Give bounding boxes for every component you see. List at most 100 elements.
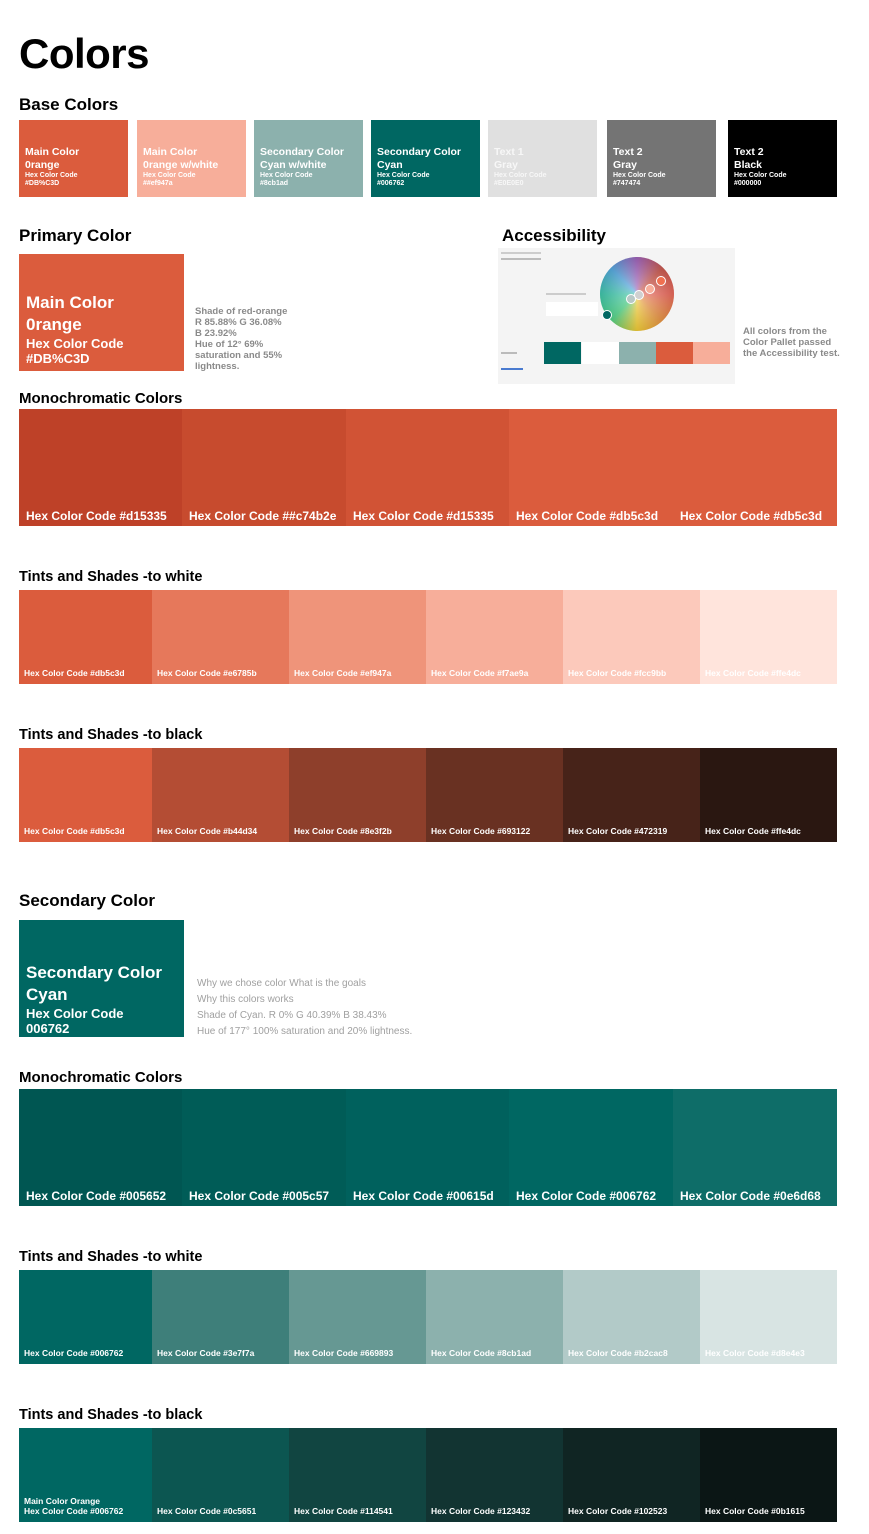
color-swatch: Hex Color Code #006762 xyxy=(19,1270,152,1364)
tints-black-cyan-strip: Main Color Orange Hex Color Code #006762 H… xyxy=(19,1428,837,1522)
secondary-description: Why we chose color What is the goals Why… xyxy=(197,976,412,1040)
base-color-name: Main Color xyxy=(25,146,80,158)
base-color-card: Secondary Color Cyan w/white Hex Color Cod… xyxy=(254,120,363,197)
section-title-secondary-color: Secondary Color xyxy=(19,891,156,910)
primary-name-line2: 0range xyxy=(26,315,82,334)
color-swatch: Hex Color Code #3e7f7a xyxy=(152,1270,289,1364)
primary-hex-label: Hex Color Code xyxy=(26,336,124,351)
base-color-name: 0range xyxy=(25,159,60,171)
swatch-hex-label: Hex Color Code #d15335 xyxy=(26,509,167,523)
swatch-hex-label: Hex Color Code #b44d34 xyxy=(157,826,258,836)
section-title-tints-black-cyan: Tints and Shades -to black xyxy=(19,1407,203,1423)
primary-desc-line: Shade of red-orange xyxy=(195,306,288,317)
primary-hex-value: #DB%C3D xyxy=(26,351,90,366)
base-color-name: Text 2 xyxy=(734,146,764,158)
wheel-marker xyxy=(645,284,655,294)
secondary-hex-value: 006762 xyxy=(26,1021,70,1036)
section-title-tints-white-orange: Tints and Shades -to white xyxy=(19,569,203,585)
swatch-top-label: Main Color Orange xyxy=(24,1496,101,1506)
color-swatch: Hex Color Code #d15335 xyxy=(19,409,182,526)
secondary-desc-line: Why we chose color What is the goals xyxy=(197,978,366,989)
ui-line xyxy=(546,293,586,295)
wheel-marker xyxy=(626,294,636,304)
color-swatch: Hex Color Code #123432 xyxy=(426,1428,563,1522)
color-swatch: Hex Color Code #f7ae9a xyxy=(426,590,563,684)
base-color-name: Secondary Color xyxy=(377,146,462,158)
section-title-accessibility: Accessibility xyxy=(502,226,606,245)
swatch-hex-label: Hex Color Code #db5c3d xyxy=(516,509,659,523)
swatch-hex-label: Hex Color Code #ffe4dc xyxy=(705,826,801,836)
color-swatch: Hex Color Code #e6785b xyxy=(152,590,289,684)
color-swatch: Hex Color Code #669893 xyxy=(289,1270,426,1364)
color-swatch: Hex Color Code #fcc9bb xyxy=(563,590,700,684)
section-title-primary-color: Primary Color xyxy=(19,226,132,245)
secondary-desc-line: Shade of Cyan. R 0% G 40.39% B 38.43% xyxy=(197,1010,387,1021)
color-swatch: Hex Color Code #db5c3d xyxy=(19,590,152,684)
base-color-hex-label: Hex Color Code xyxy=(260,172,313,179)
base-color-hex-label: Hex Color Code xyxy=(143,172,196,179)
base-color-name: Text 2 xyxy=(613,146,643,158)
base-color-hex-label: Hex Color Code xyxy=(25,172,78,179)
primary-desc-line: B 23.92% xyxy=(195,328,237,339)
tints-white-orange-strip: Hex Color Code #db5c3d Hex Color Code #e6… xyxy=(19,590,837,684)
swatch-hex-label: Hex Color Code #123432 xyxy=(431,1506,531,1516)
swatch-hex-label: Hex Color Code #ef947a xyxy=(294,668,392,678)
accessibility-swatch xyxy=(582,342,619,364)
primary-description: Shade of red-orange R 85.88% G 36.08% B … xyxy=(195,306,287,372)
base-color-card: Text 2 Gray Hex Color Code #747474 xyxy=(607,120,716,197)
base-color-hex: #8cb1ad xyxy=(260,180,289,187)
swatch-hex-label: Hex Color Code #005652 xyxy=(26,1189,167,1203)
swatch-hex-label: Hex Color Code #d15335 xyxy=(353,509,494,523)
base-color-hex-label: Hex Color Code xyxy=(377,172,430,179)
color-swatch: Main Color Orange Hex Color Code #006762 xyxy=(19,1428,152,1522)
swatch-hex-label: Hex Color Code ##c74b2e xyxy=(189,509,337,523)
base-color-hex: #DB%C3D xyxy=(25,180,60,187)
color-swatch: Hex Color Code #ffe4dc xyxy=(700,590,837,684)
base-color-card: Text 2 Black Hex Color Code #000000 xyxy=(728,120,837,197)
swatch-hex-label: Hex Color Code #f7ae9a xyxy=(431,668,529,678)
wheel-marker xyxy=(602,310,612,320)
section-title-monochromatic-cyan: Monochromatic Colors xyxy=(19,1069,183,1086)
swatch-hex-label: Hex Color Code #3e7f7a xyxy=(157,1348,255,1358)
secondary-desc-line: Hue of 177° 100% saturation and 20% ligh… xyxy=(197,1026,413,1037)
swatch-hex-label: Hex Color Code #005c57 xyxy=(189,1189,330,1203)
color-swatch: Hex Color Code #b44d34 xyxy=(152,748,289,842)
base-color-name: Cyan w/white xyxy=(260,159,327,171)
swatch-hex-label: Hex Color Code #102523 xyxy=(568,1506,668,1516)
base-color-hex: #006762 xyxy=(377,180,405,187)
color-swatch: Hex Color Code #0e6d68 xyxy=(673,1089,837,1206)
monochromatic-orange-strip: Hex Color Code #d15335 Hex Color Code ##c… xyxy=(19,409,837,526)
swatch-hex-label: Hex Color Code #00615d xyxy=(353,1189,494,1203)
secondary-desc-line: Why this colors works xyxy=(197,994,294,1005)
primary-desc-line: saturation and 55% xyxy=(195,350,283,361)
swatch-hex-label: Hex Color Code #b2cac8 xyxy=(568,1348,668,1358)
swatch-hex-label: Hex Color Code #693122 xyxy=(431,826,531,836)
ui-line xyxy=(501,352,517,354)
section-title-monochromatic-orange: Monochromatic Colors xyxy=(19,390,183,407)
base-color-card: Main Color 0range w/white Hex Color Code ##… xyxy=(137,120,246,197)
swatch-hex-label: Hex Color Code #006762 xyxy=(24,1348,124,1358)
ui-line xyxy=(501,252,541,254)
swatch-hex-label: Hex Color Code #e6785b xyxy=(157,668,257,678)
swatch-hex-label: Hex Color Code #0b1615 xyxy=(705,1506,805,1516)
base-color-name: Gray xyxy=(613,159,637,171)
accessibility-swatch xyxy=(693,342,730,364)
color-swatch: Hex Color Code #db5c3d xyxy=(509,409,673,526)
accessibility-swatch xyxy=(656,342,693,364)
color-swatch: Hex Color Code #b2cac8 xyxy=(563,1270,700,1364)
base-color-name: Secondary Color xyxy=(260,146,345,158)
tints-black-orange-strip: Hex Color Code #db5c3d Hex Color Code #b4… xyxy=(19,748,837,842)
base-color-hex: #747474 xyxy=(613,180,641,187)
swatch-hex-label: Hex Color Code #ffe4dc xyxy=(705,668,801,678)
color-swatch: Hex Color Code #8cb1ad xyxy=(426,1270,563,1364)
color-swatch: Hex Color Code ##c74b2e xyxy=(182,409,346,526)
base-color-hex-label: Hex Color Code xyxy=(613,172,666,179)
ui-link xyxy=(501,368,523,370)
accessibility-swatch xyxy=(619,342,656,364)
base-color-hex-label: Hex Color Code xyxy=(734,172,787,179)
swatch-hex-label: Hex Color Code #8e3f2b xyxy=(294,826,392,836)
primary-name-line1: Main Color xyxy=(26,293,114,312)
color-swatch: Hex Color Code #006762 xyxy=(509,1089,673,1206)
primary-desc-line: lightness. xyxy=(195,361,240,372)
base-color-card: Text 1 Gray Hex Color Code #E0E0E0 xyxy=(488,120,597,197)
